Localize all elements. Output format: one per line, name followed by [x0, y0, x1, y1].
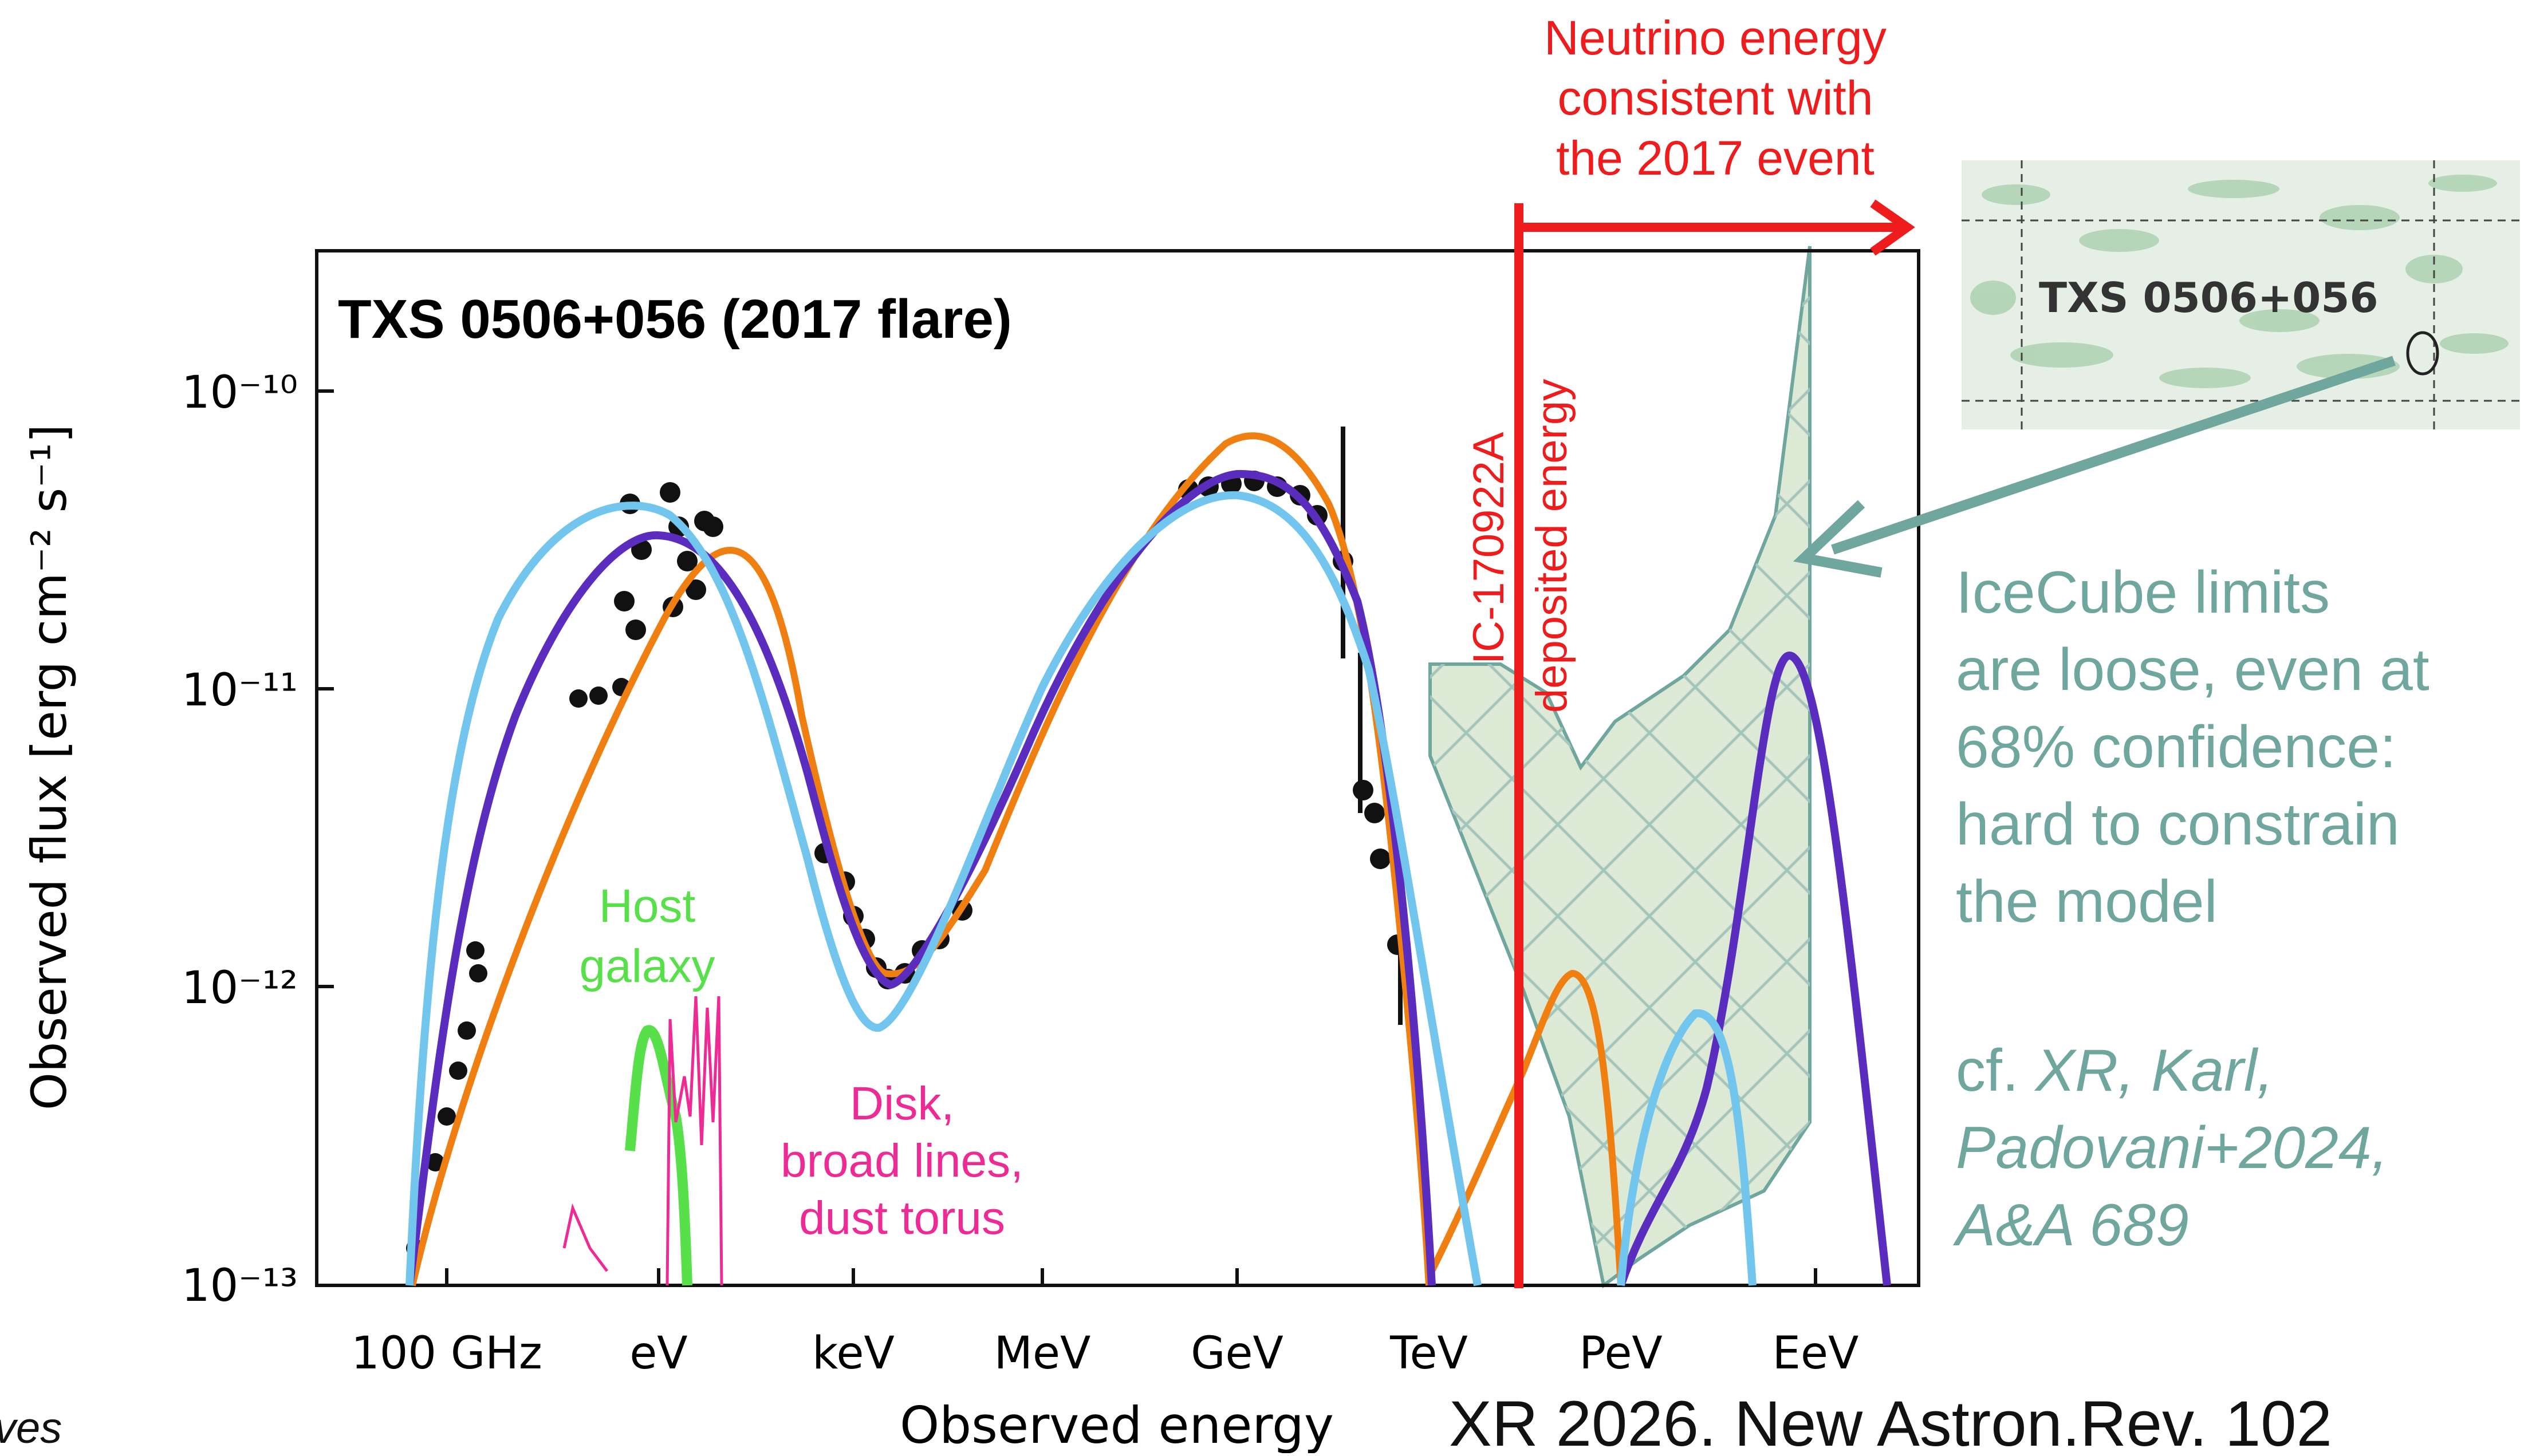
y-axis-label: Observed flux [erg cm⁻² s⁻¹]	[21, 424, 77, 1110]
neutrino-label-line1: Neutrino energy	[1544, 11, 1887, 65]
model-curve-purple	[405, 469, 1891, 1287]
x-tick-label-mev: MeV	[994, 1328, 1091, 1379]
neutrino-label-line2: consistent with	[1558, 71, 1873, 125]
disk-label-line1: Disk,	[850, 1078, 954, 1130]
x-tick-label-ev: eV	[629, 1328, 687, 1379]
x-tick-label-pev: PeV	[1579, 1328, 1663, 1379]
x-tick-label-100ghz: 100 GHz	[351, 1328, 542, 1379]
y-tick-label-3: 10⁻¹²	[182, 962, 298, 1014]
x-ticks: 100 GHz eV keV MeV GeV TeV PeV EeV	[351, 1268, 1858, 1379]
model-curve-orange	[409, 432, 1624, 1287]
host-galaxy-label-line2: galaxy	[579, 940, 715, 992]
neutrino-energy-marker	[1514, 199, 1915, 1288]
icecube-note-line1: IceCube limits	[1956, 559, 2330, 626]
cf-reference-line2: Padovani+2024,	[1956, 1115, 2388, 1181]
chart-title: TXS 0506+056 (2017 flare)	[338, 289, 1012, 350]
y-tick-label-1: 10⁻¹⁰	[182, 367, 298, 419]
ic-event-label-line1: IC-170922A	[1464, 432, 1513, 664]
citation: XR 2026. New Astron.Rev. 102	[1449, 1388, 2332, 1453]
host-galaxy-label-line1: Host	[599, 880, 696, 932]
y-tick-label-2: 10⁻¹¹	[182, 665, 298, 716]
x-tick-label-kev: keV	[812, 1328, 895, 1379]
x-tick-label-tev: TeV	[1389, 1328, 1468, 1379]
sky-map-label: TXS 0506+056	[2039, 274, 2379, 322]
cf-reference-line3: A&A 689	[1952, 1192, 2189, 1258]
ic-event-label-line2: deposited energy	[1527, 379, 1576, 713]
x-tick-label-eev: EeV	[1773, 1328, 1859, 1379]
model-curve-lightblue	[405, 491, 1757, 1287]
disk-lines-curve	[562, 996, 723, 1286]
plot-frame	[315, 249, 1920, 1287]
icecube-limit-band	[1428, 246, 1812, 1289]
teal-pointer-arrow	[1793, 356, 2396, 578]
icecube-note-line3: 68% confidence:	[1956, 714, 2396, 780]
sky-map-inset: TXS 0506+056	[1962, 160, 2520, 429]
icecube-note-line2: are loose, even at	[1956, 637, 2429, 703]
cf-reference-line1: cf. XR, Karl,	[1956, 1037, 2274, 1104]
icecube-note-line5: the model	[1956, 869, 2218, 935]
icecube-note-line4: hard to constrain	[1956, 791, 2400, 858]
cf-ref-authors: XR, Karl,	[2034, 1037, 2274, 1104]
y-tick-label-4: 10⁻¹³	[182, 1260, 298, 1312]
disk-label-line2: broad lines,	[781, 1135, 1023, 1187]
neutrino-label-line3: the 2017 event	[1556, 131, 1875, 185]
x-axis-label: Observed energy	[900, 1396, 1334, 1453]
host-galaxy-curve	[625, 1025, 692, 1286]
cf-prefix: cf.	[1956, 1037, 2035, 1104]
y-ticks: 10⁻¹⁰ 10⁻¹¹ 10⁻¹² 10⁻¹³	[182, 367, 334, 1312]
disk-label-line3: dust torus	[799, 1192, 1005, 1244]
corner-text: ves	[0, 1404, 62, 1453]
x-tick-label-gev: GeV	[1191, 1328, 1283, 1379]
